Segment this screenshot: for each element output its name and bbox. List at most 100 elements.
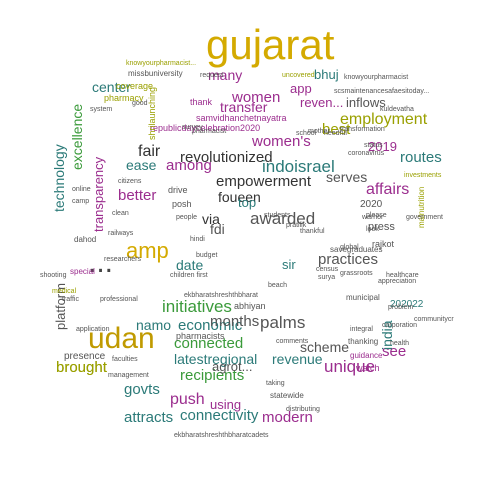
cloud-word: status [364,142,383,149]
cloud-word: coverage [116,81,154,91]
cloud-word: taking [266,380,285,387]
cloud-word: integral [350,326,373,333]
cloud-word: healthcare [386,272,419,279]
cloud-word: beach [268,282,288,289]
cloud-word: revenue [272,351,323,367]
cloud-word: hindi [190,236,205,243]
cloud-word: ekbharatshreshthbharatcadets [174,432,269,439]
cloud-word: thank [190,97,213,107]
cloud-word: indoisrael [262,157,335,176]
cloud-word: connected [174,335,244,352]
cloud-word: transfer [220,99,268,115]
cloud-word: recipients [180,367,245,384]
cloud-word: school [296,130,317,137]
cloud-word: knowyourpharmacist... [126,60,197,67]
cloud-word: guidance [350,351,383,360]
cloud-word: women's [252,133,311,150]
cloud-word: missbuniversity [128,69,183,78]
cloud-word: namo [136,317,172,333]
cloud-word: global [340,244,359,251]
cloud-word: 202022 [390,299,424,310]
cloud-word: good [132,100,148,107]
cloud-word: empowerment [216,173,312,190]
cloud-word: researchers [104,256,141,263]
cloud-word: ... [88,246,114,279]
cloud-word: drive [168,185,188,195]
cloud-word: budget [196,252,218,259]
cloud-word: agrot... [212,359,253,374]
cloud-word: comments [276,338,309,345]
cloud-word: brought [56,359,107,376]
cloud-word: 2020 [360,199,383,210]
cloud-word: statewide [270,391,304,400]
cloud-word: grassroots [340,270,373,277]
cloud-word: faculties [112,356,138,363]
cloud-word: foueen [218,189,261,205]
cloud-word: communitycr [414,316,454,323]
cloud-word: government [406,214,443,221]
cloud-word: surya [318,274,336,281]
cloud-word: students [264,212,291,219]
cloud-word: problem [388,304,414,311]
cloud-word: technology [51,144,67,212]
cloud-word: modern [262,409,313,426]
cloud-word: via [202,211,220,227]
cloud-word: udan [88,322,155,355]
cloud-word: better [118,187,157,204]
cloud-word: press [368,221,395,233]
cloud-word: ekbharatshreshthbharat [184,292,258,299]
cloud-word: using [210,397,242,412]
cloud-word: citizens [118,178,142,185]
cloud-word: practices [318,251,379,268]
cloud-word: uncovered [282,72,315,79]
cloud-word: latestregional [174,351,258,367]
cloud-word: reven... [300,95,344,110]
cloud-word: push [170,391,205,408]
cloud-word: online [72,186,91,193]
cloud-word: top [238,195,257,210]
cloud-word: shrilaunching [147,86,157,140]
cloud-word: census [316,266,339,273]
cloud-word: municipal [346,293,380,302]
cloud-word: railways [108,230,134,237]
cloud-word: investments [404,172,442,179]
cloud-word: fdi [210,221,225,237]
cloud-word: professional [100,296,138,303]
cloud-word: best [322,121,351,138]
cloud-word: initiatives [162,297,232,316]
cloud-word: medical [52,288,77,295]
cloud-word: shooting [40,272,67,279]
cloud-word: thanking [348,337,379,346]
cloud-word: dahod [74,235,97,244]
cloud-word: children first [170,272,208,279]
cloud-word: amp [126,238,169,263]
cloud-word: scsmaintenancesafaesitoday... [334,88,430,95]
cloud-word: people [176,214,198,221]
cloud-word: scheme [300,339,350,355]
cloud-word: special [70,267,95,276]
cloud-word: revolutionized [180,149,273,166]
cloud-word: govts [124,381,160,398]
cloud-word: pharmacist [192,128,227,135]
cloud-word: health [390,340,410,347]
cloud-word: pharmacists [176,331,225,341]
cloud-word: routes [400,149,442,166]
cloud-word: date [176,257,204,273]
cloud-word: management [108,372,149,379]
cloud-word: thankful [300,228,325,235]
cloud-word: look [366,226,379,233]
cloud-word: months [210,313,260,330]
cloud-word: coronavirus [348,150,385,157]
cloud-word: please [366,212,387,219]
cloud-word: abhiyan [234,301,266,311]
cloud-word: employment [340,111,428,128]
cloud-word: malnutrition [417,186,426,228]
cloud-word: samvidhanchetnayatra [196,113,287,123]
cloud-word: 2019 [368,139,397,154]
cloud-word: many [208,67,243,83]
cloud-word: sir [282,257,296,272]
cloud-word: republicdaycelebration2020 [150,123,261,133]
cloud-word: center [92,79,131,95]
cloud-word: rajkot [372,239,395,249]
